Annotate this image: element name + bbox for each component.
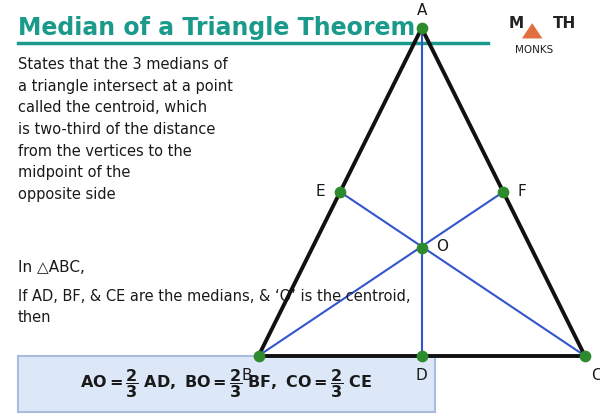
- Text: E: E: [316, 184, 325, 200]
- Text: States that the 3 medians of
a triangle intersect at a point
called the centroid: States that the 3 medians of a triangle …: [17, 57, 233, 202]
- Text: O: O: [436, 239, 448, 254]
- Point: [254, 352, 263, 359]
- Text: D: D: [416, 368, 428, 383]
- Text: B: B: [242, 368, 252, 383]
- Polygon shape: [522, 23, 542, 39]
- Point: [417, 25, 427, 31]
- Text: $\mathbf{AO = \dfrac{2}{3}\ AD,\ BO = \dfrac{2}{3}\ BF,\ CO = \dfrac{2}{3}\ CE}$: $\mathbf{AO = \dfrac{2}{3}\ AD,\ BO = \d…: [80, 367, 373, 400]
- Text: Median of a Triangle Theorem: Median of a Triangle Theorem: [17, 16, 415, 39]
- Point: [335, 189, 345, 195]
- Text: C: C: [591, 368, 600, 383]
- Text: F: F: [518, 184, 527, 200]
- Text: In △ABC,: In △ABC,: [17, 260, 85, 276]
- Text: M: M: [508, 16, 523, 31]
- Text: TH: TH: [553, 16, 575, 31]
- Point: [580, 352, 590, 359]
- Text: MONKS: MONKS: [515, 45, 554, 55]
- Point: [417, 245, 427, 252]
- Bar: [17, 356, 435, 412]
- Point: [417, 352, 427, 359]
- Text: A: A: [416, 3, 427, 18]
- Text: If AD, BF, & CE are the medians, & ‘O’ is the centroid,
then: If AD, BF, & CE are the medians, & ‘O’ i…: [17, 289, 410, 326]
- Point: [499, 189, 508, 195]
